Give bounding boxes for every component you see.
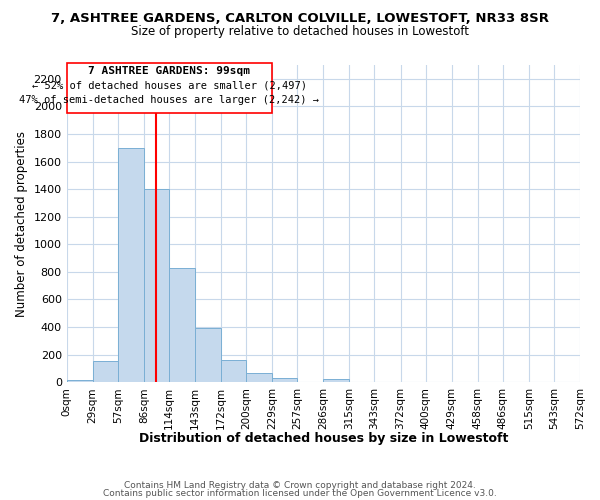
Text: Contains public sector information licensed under the Open Government Licence v3: Contains public sector information licen… [103, 488, 497, 498]
Text: 7 ASHTREE GARDENS: 99sqm: 7 ASHTREE GARDENS: 99sqm [88, 66, 250, 76]
Bar [246, 374, 272, 382]
Bar [92, 361, 118, 382]
X-axis label: Distribution of detached houses by size in Lowestoft: Distribution of detached houses by size … [139, 432, 508, 445]
Text: ← 52% of detached houses are smaller (2,497): ← 52% of detached houses are smaller (2,… [32, 80, 307, 90]
Bar [118, 148, 144, 382]
Text: 47% of semi-detached houses are larger (2,242) →: 47% of semi-detached houses are larger (… [19, 96, 319, 106]
Y-axis label: Number of detached properties: Number of detached properties [15, 130, 28, 316]
Bar [169, 268, 195, 382]
Text: Contains HM Land Registry data © Crown copyright and database right 2024.: Contains HM Land Registry data © Crown c… [124, 481, 476, 490]
Bar [323, 379, 349, 382]
Bar [272, 378, 298, 382]
Bar [221, 360, 246, 382]
Bar [144, 189, 169, 382]
Text: 7, ASHTREE GARDENS, CARLTON COLVILLE, LOWESTOFT, NR33 8SR: 7, ASHTREE GARDENS, CARLTON COLVILLE, LO… [51, 12, 549, 26]
Bar [195, 328, 221, 382]
Bar [67, 380, 92, 382]
Text: Size of property relative to detached houses in Lowestoft: Size of property relative to detached ho… [131, 25, 469, 38]
